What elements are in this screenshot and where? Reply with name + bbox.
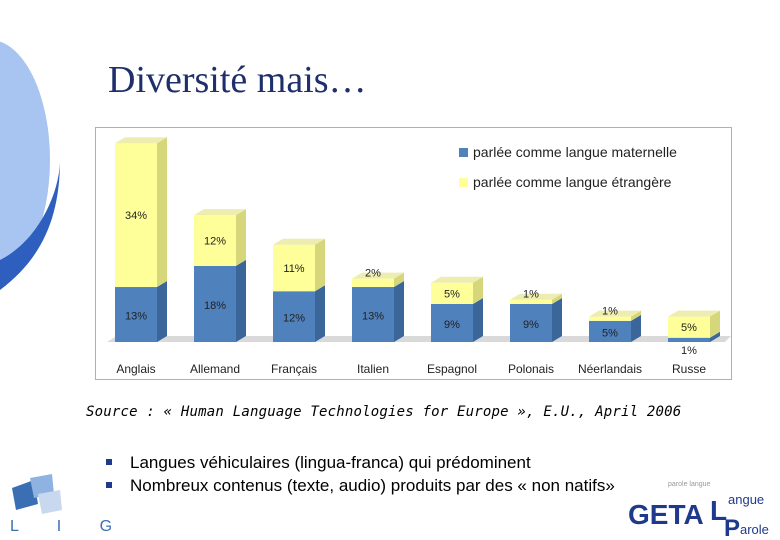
- bar-foreign-8: [668, 316, 710, 338]
- legend-label-foreign: parlée comme langue étrangère: [473, 174, 672, 190]
- bar-foreign-side-1: [157, 137, 167, 288]
- bar-label-native-5: 9%: [444, 319, 460, 331]
- bar-label-native-7: 5%: [602, 327, 618, 339]
- category-label-7: Néerlandais: [578, 362, 642, 376]
- logo-small-words: parole langue: [668, 481, 711, 488]
- bar-label-native-4: 13%: [362, 311, 384, 323]
- bullet-text: Nombreux contenus (texte, audio) produit…: [130, 476, 615, 495]
- category-label-1: Anglais: [116, 362, 155, 376]
- bar-label-foreign-1: 34%: [125, 210, 147, 222]
- getalp-logo: parole langue GETA L angue P arole: [628, 481, 769, 538]
- bar-label-foreign-2: 12%: [204, 236, 226, 248]
- lig-logo-text: L I G: [10, 518, 130, 535]
- logo-arole: arole: [740, 522, 769, 537]
- bar-native-5: [431, 303, 473, 342]
- bar-native-side-6: [552, 297, 562, 342]
- bar-foreign-1: [115, 143, 157, 288]
- bar-top-7: [589, 310, 641, 317]
- bar-label-native-3: 12%: [283, 313, 305, 325]
- decor-light-arc: [0, 41, 50, 279]
- bar-native-2: [194, 265, 236, 342]
- bar-native-side-1: [157, 281, 167, 342]
- bar-label-foreign-6: 1%: [523, 289, 539, 301]
- bar-native-side-7: [631, 314, 641, 342]
- slide-title: Diversité mais…: [108, 59, 367, 101]
- bar-foreign-2: [194, 215, 236, 266]
- bar-native-side-3: [315, 285, 325, 342]
- lig-logo-mark: [12, 474, 62, 514]
- category-label-5: Espagnol: [427, 362, 477, 376]
- logo-angue: angue: [728, 492, 764, 507]
- bar-label-foreign-3: 11%: [283, 263, 304, 275]
- bar-foreign-side-4: [394, 272, 404, 288]
- bar-native-8: [668, 337, 710, 342]
- bar-label-foreign-7: 1%: [602, 306, 618, 318]
- bar-native-6: [510, 303, 552, 342]
- bar-label-foreign-8: 5%: [681, 322, 697, 334]
- bar-label-native-8: 1%: [681, 345, 697, 357]
- bar-native-4: [352, 287, 394, 342]
- category-label-2: Allemand: [190, 362, 240, 376]
- legend-label-native: parlée comme langue maternelle: [473, 144, 677, 160]
- bar-foreign-4: [352, 278, 394, 288]
- legend-swatch-foreign: [459, 178, 468, 187]
- category-label-3: Français: [271, 362, 317, 376]
- bar-native-1: [115, 287, 157, 342]
- bar-chart: parlée comme langue maternelle parlée co…: [95, 127, 732, 380]
- source-citation: Source : « Human Language Technologies f…: [86, 404, 682, 420]
- bar-native-side-5: [473, 297, 483, 342]
- bar-foreign-7: [589, 316, 631, 321]
- bar-native-side-2: [236, 259, 246, 342]
- bar-native-side-8: [710, 331, 720, 342]
- logo-l: L: [710, 495, 727, 526]
- chart-floor: [107, 336, 731, 342]
- bar-foreign-side-2: [236, 209, 246, 266]
- bar-foreign-side-7: [631, 310, 641, 321]
- bar-native-7: [589, 320, 631, 342]
- bar-foreign-3: [273, 244, 315, 292]
- bar-top-2: [194, 209, 246, 216]
- bar-label-foreign-4: 2%: [365, 268, 381, 280]
- bar-label-foreign-5: 5%: [444, 288, 460, 300]
- decorative-background: [0, 41, 60, 290]
- bar-native-side-4: [394, 281, 404, 342]
- bar-top-3: [273, 238, 325, 245]
- bar-foreign-side-5: [473, 276, 483, 304]
- decor-dark-arc: [0, 160, 60, 290]
- logo-p: P: [724, 515, 740, 538]
- bullet-list: Langues véhiculaires (lingua-franca) qui…: [104, 451, 615, 497]
- bar-foreign-side-3: [315, 238, 325, 292]
- category-label-6: Polonais: [508, 362, 554, 376]
- bar-label-native-6: 9%: [523, 319, 539, 331]
- bar-foreign-6: [510, 299, 552, 304]
- bar-native-3: [273, 291, 315, 342]
- bar-top-4: [352, 272, 404, 279]
- bar-label-native-1: 13%: [125, 311, 147, 323]
- bar-top-1: [115, 137, 167, 144]
- chart-legend: parlée comme langue maternelle parlée co…: [459, 144, 677, 190]
- bullet-item: Langues véhiculaires (lingua-franca) qui…: [104, 451, 615, 474]
- category-label-8: Russe: [672, 362, 706, 376]
- bar-foreign-side-6: [552, 293, 562, 304]
- legend-swatch-native: [459, 148, 468, 157]
- bullet-icon: [106, 482, 112, 488]
- logo-geta: GETA: [628, 499, 704, 530]
- bar-foreign-5: [431, 282, 473, 304]
- bar-top-8: [668, 310, 720, 317]
- bar-label-native-2: 18%: [204, 300, 226, 312]
- bullet-icon: [106, 459, 112, 465]
- bar-top-6: [510, 293, 562, 300]
- bullet-item: Nombreux contenus (texte, audio) produit…: [104, 474, 615, 497]
- bar-top-5: [431, 276, 483, 283]
- category-label-4: Italien: [357, 362, 389, 376]
- bullet-text: Langues véhiculaires (lingua-franca) qui…: [130, 453, 531, 472]
- bar-foreign-side-8: [710, 310, 720, 338]
